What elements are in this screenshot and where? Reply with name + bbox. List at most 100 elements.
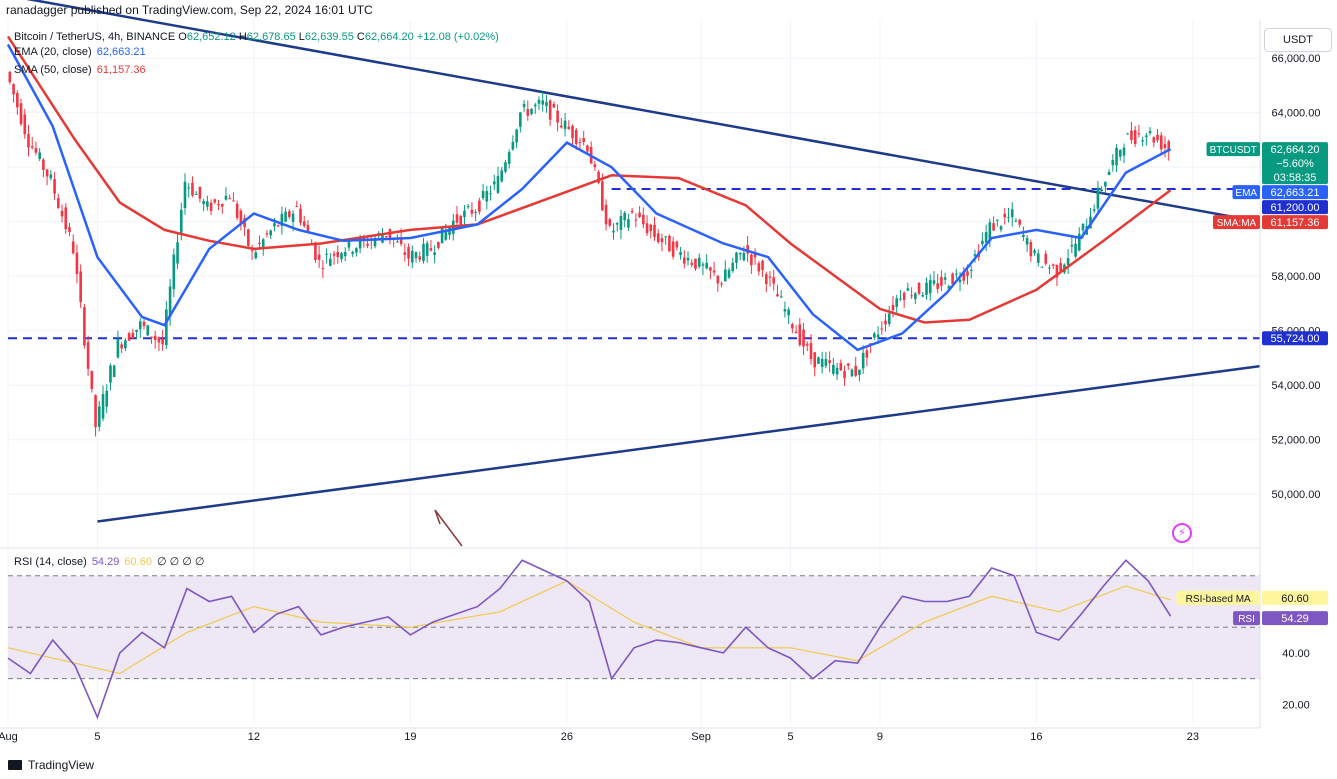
ema-legend[interactable]: EMA (20, close) 62,663.21 xyxy=(14,45,146,59)
candle-body xyxy=(132,333,135,339)
time-tick-label: 16 xyxy=(1030,731,1042,743)
candle-body xyxy=(1018,220,1021,225)
candle-body xyxy=(616,223,619,224)
candle-body xyxy=(709,267,712,270)
candle-body xyxy=(873,333,876,337)
candle-body xyxy=(1067,258,1070,265)
candle-body xyxy=(717,276,720,284)
rsi-ma-value: 60.60 xyxy=(124,556,152,568)
candle-body xyxy=(702,264,705,265)
candle-body xyxy=(489,193,492,194)
candle-body xyxy=(508,152,511,164)
candle-body xyxy=(784,309,787,312)
candle-body xyxy=(236,204,239,218)
sma-label: SMA (50, close) xyxy=(14,64,92,76)
price-tick-label: 50,000.00 xyxy=(1272,489,1321,501)
candle-body xyxy=(50,175,53,179)
candle-body xyxy=(839,363,842,370)
candle-body xyxy=(538,100,541,104)
candle-body xyxy=(195,194,198,195)
price-label-tag-text: SMA:MA xyxy=(1217,218,1257,229)
symbol-name[interactable]: Bitcoin / TetherUS, 4h, BINANCE xyxy=(14,31,175,43)
candle-body xyxy=(1123,148,1126,156)
candle-body xyxy=(1108,172,1111,175)
candle-body xyxy=(500,170,503,181)
candle-body xyxy=(608,219,611,226)
candle-body xyxy=(12,84,15,94)
candle-body xyxy=(687,258,690,261)
candle-body xyxy=(16,93,19,107)
candle-body xyxy=(564,121,567,129)
candle-body xyxy=(512,142,515,150)
candle-body xyxy=(903,293,906,300)
candle-body xyxy=(1093,209,1096,211)
annotation-arrow xyxy=(435,510,462,546)
price-tick-label: 64,000.00 xyxy=(1272,108,1321,120)
candle-body xyxy=(579,142,582,143)
candle-body xyxy=(806,344,809,346)
candle-body xyxy=(895,298,898,307)
candle-body xyxy=(534,105,537,107)
candle-body xyxy=(430,248,433,251)
candle-body xyxy=(20,103,23,124)
candle-body xyxy=(474,212,477,213)
candle-body xyxy=(284,212,287,222)
candle-body xyxy=(351,252,354,254)
candle-body xyxy=(918,283,921,294)
candle-body xyxy=(1011,209,1014,217)
candle-body xyxy=(1059,263,1062,271)
ohlc-legend: Bitcoin / TetherUS, 4h, BINANCE O62,652.… xyxy=(14,30,499,44)
candle-body xyxy=(1041,267,1044,268)
tradingview-logo: TradingView xyxy=(8,758,94,772)
candle-body xyxy=(825,359,828,366)
candle-body xyxy=(1134,130,1137,144)
candle-body xyxy=(471,210,474,214)
flash-icon[interactable]: ⚡ xyxy=(1172,523,1192,543)
sma-legend[interactable]: SMA (50, close) 61,157.36 xyxy=(14,63,146,77)
candle-body xyxy=(866,350,869,357)
rsi-legend[interactable]: RSI (14, close) 54.29 60.60 ∅ ∅ ∅ ∅ xyxy=(14,555,205,569)
candle-body xyxy=(1126,134,1129,135)
candle-body xyxy=(780,296,783,297)
candle-body xyxy=(105,391,108,407)
candle-body xyxy=(109,366,112,383)
candle-body xyxy=(418,256,421,259)
candle-body xyxy=(221,204,224,207)
candle-body xyxy=(46,170,49,177)
candle-body xyxy=(217,204,220,206)
candle-body xyxy=(124,340,127,348)
candle-body xyxy=(173,255,176,290)
candle-body xyxy=(713,271,716,273)
candle-body xyxy=(31,146,34,148)
candle-body xyxy=(799,324,802,345)
candle-body xyxy=(1026,238,1029,244)
currency-unit-button[interactable]: USDT xyxy=(1264,28,1332,52)
candle-body xyxy=(1145,135,1148,137)
candle-body xyxy=(322,268,325,269)
candle-body xyxy=(1000,226,1003,230)
candle-body xyxy=(303,221,306,226)
candle-body xyxy=(810,343,813,359)
candle-body xyxy=(467,206,470,207)
candle-body xyxy=(98,406,101,426)
candle-body xyxy=(985,232,988,242)
candle-body xyxy=(933,280,936,283)
time-tick-label: 5 xyxy=(787,731,793,743)
candle-body xyxy=(1022,235,1025,237)
publish-header: ranadagger published on TradingView.com,… xyxy=(6,3,373,17)
candle-body xyxy=(269,231,272,236)
candle-body xyxy=(515,130,518,143)
candle-body xyxy=(925,283,928,295)
candle-body xyxy=(87,342,90,369)
candle-body xyxy=(705,263,708,268)
candle-body xyxy=(813,352,816,367)
candle-body xyxy=(478,201,481,212)
candle-body xyxy=(1112,160,1115,165)
candle-body xyxy=(676,242,679,248)
candle-body xyxy=(772,277,775,283)
time-tick-label: 23 xyxy=(1187,731,1199,743)
candle-body xyxy=(333,254,336,256)
candle-body xyxy=(102,394,105,419)
candle-body xyxy=(739,253,742,255)
